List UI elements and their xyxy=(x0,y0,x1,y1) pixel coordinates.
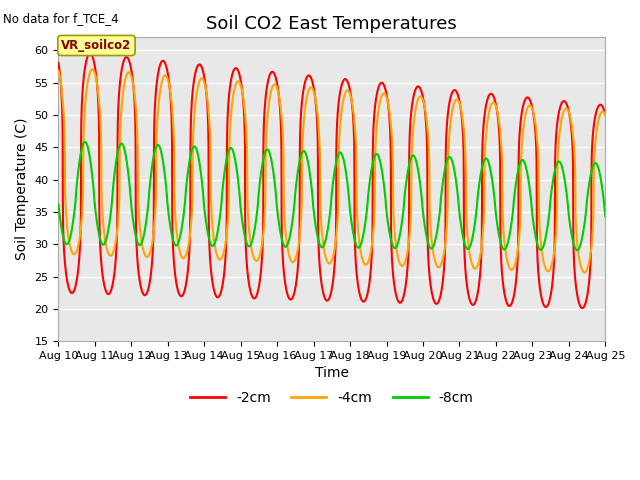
X-axis label: Time: Time xyxy=(315,366,349,381)
Text: VR_soilco2: VR_soilco2 xyxy=(61,39,132,52)
Legend: -2cm, -4cm, -8cm: -2cm, -4cm, -8cm xyxy=(184,385,479,410)
Text: No data for f_TCE_4: No data for f_TCE_4 xyxy=(3,12,119,25)
Title: Soil CO2 East Temperatures: Soil CO2 East Temperatures xyxy=(207,15,457,33)
Y-axis label: Soil Temperature (C): Soil Temperature (C) xyxy=(15,118,29,261)
